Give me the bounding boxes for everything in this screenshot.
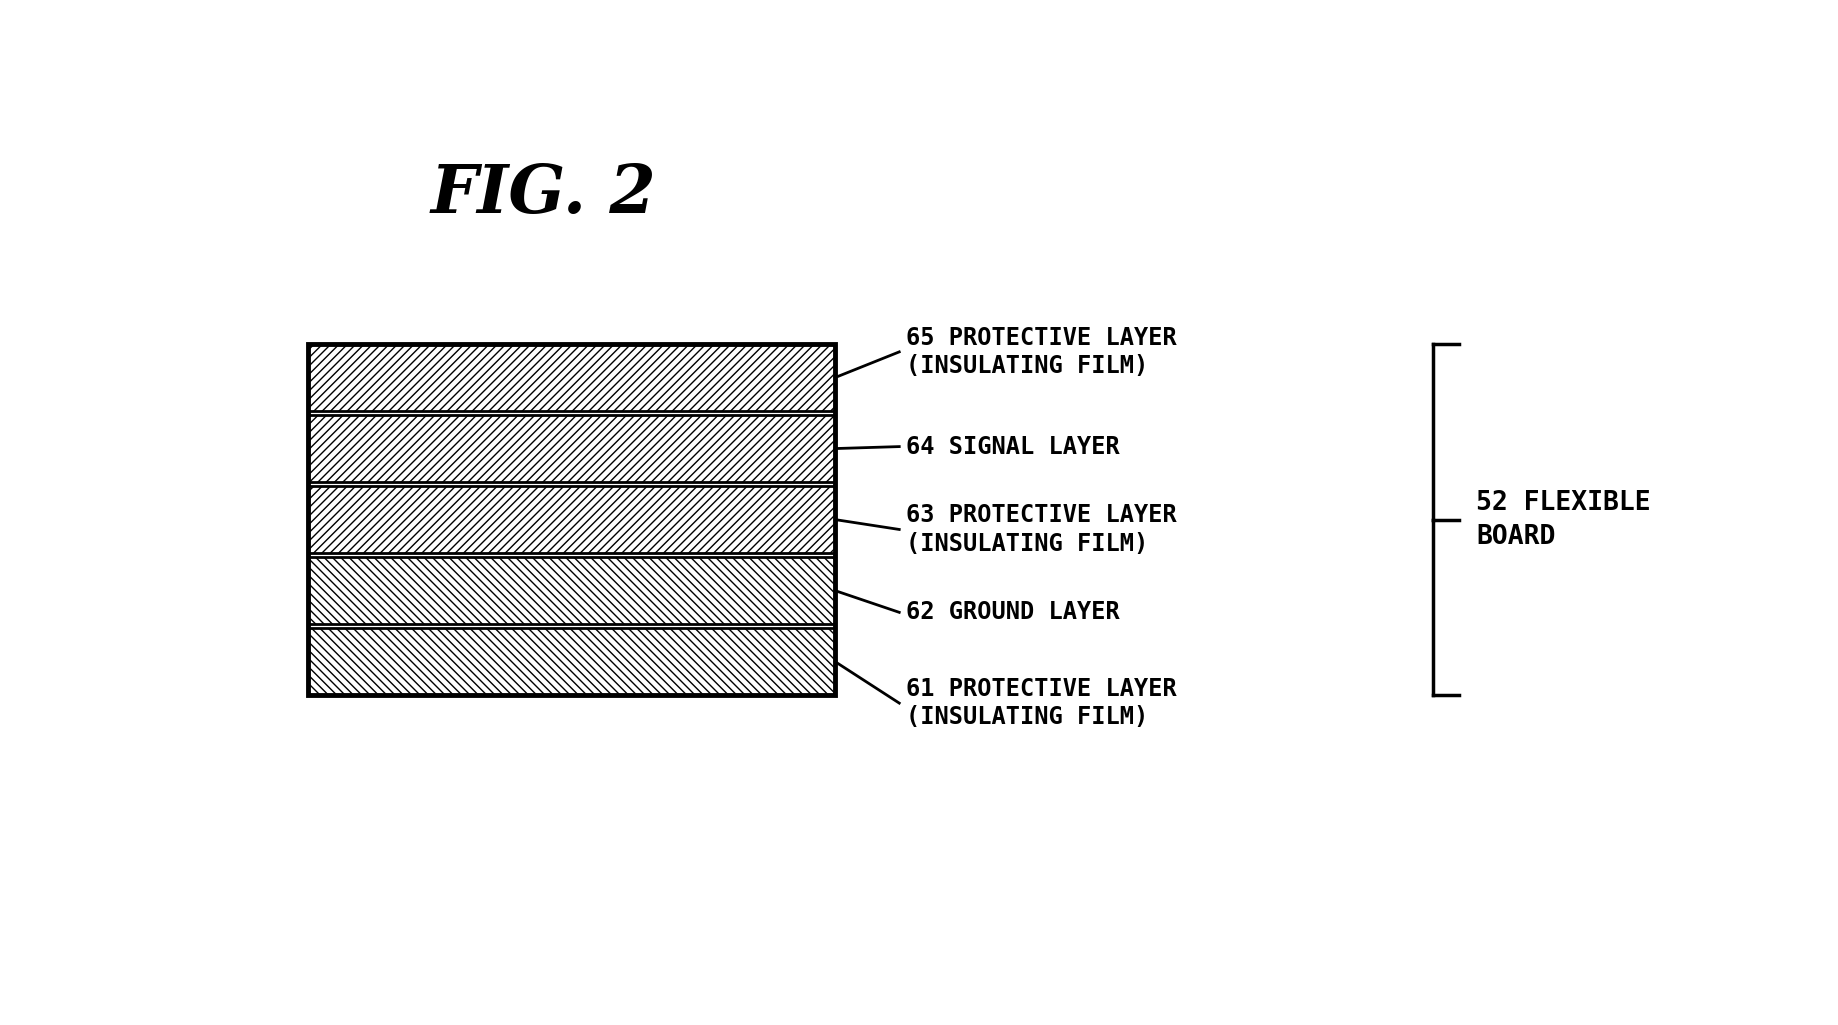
Text: 61 PROTECTIVE LAYER: 61 PROTECTIVE LAYER [906,676,1176,701]
Text: 65 PROTECTIVE LAYER: 65 PROTECTIVE LAYER [906,326,1176,350]
Text: (INSULATING FILM): (INSULATING FILM) [906,354,1149,378]
Text: (INSULATING FILM): (INSULATING FILM) [906,532,1149,556]
Text: 64 SIGNAL LAYER: 64 SIGNAL LAYER [906,435,1119,458]
Bar [309,628,834,695]
Bar [309,344,834,695]
Bar [309,558,834,624]
Text: 62 GROUND LAYER: 62 GROUND LAYER [906,601,1119,624]
Bar [309,344,834,411]
Bar [309,415,834,482]
Text: 63 PROTECTIVE LAYER: 63 PROTECTIVE LAYER [906,503,1176,527]
Bar [309,486,834,554]
Text: FIG. 2: FIG. 2 [430,163,656,228]
Text: (INSULATING FILM): (INSULATING FILM) [906,705,1149,730]
Text: 52 FLEXIBLE
BOARD: 52 FLEXIBLE BOARD [1476,490,1651,549]
